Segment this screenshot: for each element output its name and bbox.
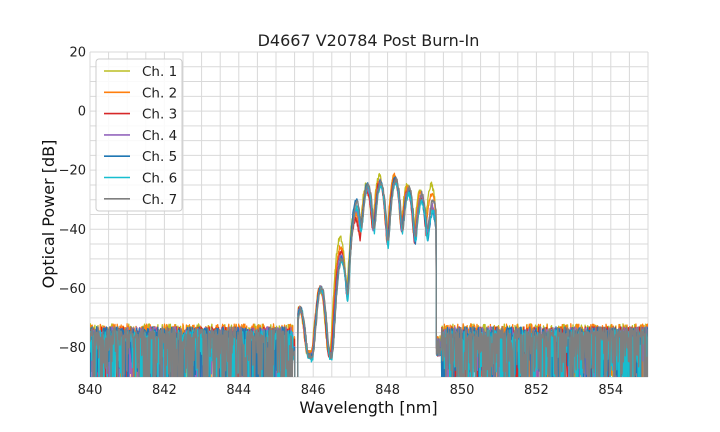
y-tick-label: −60	[59, 282, 86, 297]
series-line-7	[90, 177, 648, 377]
x-tick-label: 850	[450, 383, 475, 398]
y-tick-label: −80	[59, 341, 86, 356]
y-tick-label: −20	[59, 164, 86, 179]
legend-box	[95, 58, 183, 212]
x-tick-label: 852	[524, 383, 549, 398]
x-tick-label: 846	[301, 383, 326, 398]
legend-label: Ch. 2	[142, 85, 177, 101]
x-tick-label: 842	[152, 383, 177, 398]
legend: Ch. 1 Ch. 2 Ch. 3 Ch. 4 Ch. 5 Ch. 6 Ch. 7	[95, 58, 183, 212]
x-tick-label: 840	[78, 383, 103, 398]
chart-title: D4667 V20784 Post Burn-In	[258, 31, 480, 50]
tick-labels: 840 842 844 846 848 850 852 854 20 0 −20 −40 −60 −80	[59, 46, 624, 399]
legend-label: Ch. 1	[142, 64, 177, 80]
plot-area	[90, 172, 648, 377]
legend-label: Ch. 3	[142, 107, 177, 123]
y-tick-label: 0	[78, 105, 86, 120]
y-tick-label: −40	[59, 223, 86, 238]
x-tick-label: 854	[598, 383, 623, 398]
y-tick-label: 20	[69, 46, 86, 61]
x-axis-label: Wavelength [nm]	[299, 398, 437, 417]
x-tick-label: 848	[375, 383, 400, 398]
y-axis-label: Optical Power [dB]	[39, 140, 58, 289]
legend-label: Ch. 7	[142, 192, 177, 208]
x-tick-label: 844	[226, 383, 251, 398]
legend-label: Ch. 6	[142, 171, 177, 187]
legend-label: Ch. 4	[142, 128, 177, 144]
legend-label: Ch. 5	[142, 149, 177, 165]
